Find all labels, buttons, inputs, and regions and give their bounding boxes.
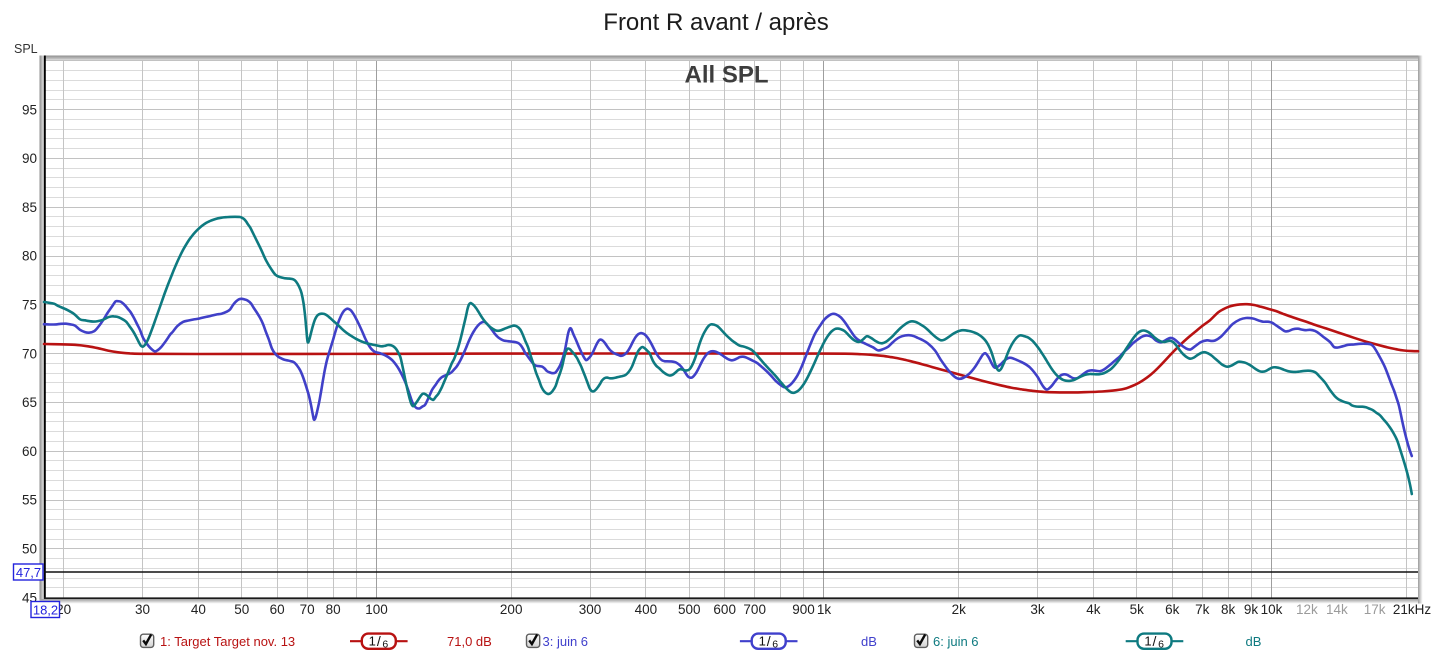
svg-text:4k: 4k	[1086, 602, 1101, 617]
svg-text:80: 80	[22, 249, 37, 264]
svg-text:70: 70	[300, 602, 315, 617]
svg-text:dB: dB	[861, 634, 877, 649]
svg-text:60: 60	[22, 444, 37, 459]
svg-text:21kHz: 21kHz	[1393, 602, 1432, 617]
svg-text:6: 6	[1158, 639, 1164, 651]
svg-text:90: 90	[22, 151, 37, 166]
svg-text:6: 6	[772, 639, 778, 651]
svg-text:55: 55	[22, 493, 37, 508]
svg-text:5k: 5k	[1130, 602, 1145, 617]
svg-text:3k: 3k	[1030, 602, 1045, 617]
svg-text:600: 600	[713, 602, 736, 617]
svg-text:1: 1	[759, 634, 766, 649]
svg-text:1: Target Target nov. 13: 1: Target Target nov. 13	[160, 634, 295, 649]
svg-text:71,0 dB: 71,0 dB	[447, 634, 492, 649]
svg-text:300: 300	[579, 602, 602, 617]
svg-text:6: juin 6: 6: juin 6	[933, 634, 979, 649]
svg-text:80: 80	[326, 602, 341, 617]
svg-text:95: 95	[22, 102, 37, 117]
svg-text:50: 50	[22, 542, 37, 557]
svg-text:8k: 8k	[1221, 602, 1236, 617]
svg-text:17k: 17k	[1364, 602, 1386, 617]
svg-text:/: /	[377, 633, 381, 649]
svg-text:10k: 10k	[1261, 602, 1283, 617]
svg-text:SPL: SPL	[14, 42, 38, 56]
svg-text:18,2: 18,2	[33, 603, 58, 618]
svg-text:Front R avant / après: Front R avant / après	[603, 9, 828, 36]
svg-text:7k: 7k	[1195, 602, 1210, 617]
svg-text:3: juin 6: 3: juin 6	[543, 634, 589, 649]
svg-text:65: 65	[22, 395, 37, 410]
svg-text:6: 6	[382, 639, 388, 651]
svg-text:900: 900	[792, 602, 815, 617]
svg-text:9k: 9k	[1244, 602, 1259, 617]
svg-text:/: /	[767, 633, 771, 649]
svg-text:200: 200	[500, 602, 523, 617]
svg-text:60: 60	[270, 602, 285, 617]
svg-text:30: 30	[135, 602, 150, 617]
svg-text:85: 85	[22, 200, 37, 215]
svg-text:40: 40	[191, 602, 206, 617]
svg-text:400: 400	[635, 602, 658, 617]
svg-text:500: 500	[678, 602, 701, 617]
svg-text:47,7: 47,7	[16, 565, 41, 580]
svg-text:700: 700	[743, 602, 766, 617]
svg-text:100: 100	[365, 602, 388, 617]
svg-text:All SPL: All SPL	[684, 62, 768, 89]
svg-text:dB: dB	[1246, 634, 1262, 649]
svg-text:1: 1	[1144, 634, 1151, 649]
svg-text:12k: 12k	[1296, 602, 1318, 617]
svg-text:70: 70	[22, 346, 37, 361]
svg-text:1k: 1k	[817, 602, 832, 617]
svg-text:14k: 14k	[1326, 602, 1348, 617]
svg-text:2k: 2k	[952, 602, 967, 617]
svg-text:/: /	[1153, 633, 1157, 649]
svg-text:1: 1	[369, 634, 376, 649]
svg-text:6k: 6k	[1165, 602, 1180, 617]
svg-text:50: 50	[234, 602, 249, 617]
svg-text:75: 75	[22, 298, 37, 313]
